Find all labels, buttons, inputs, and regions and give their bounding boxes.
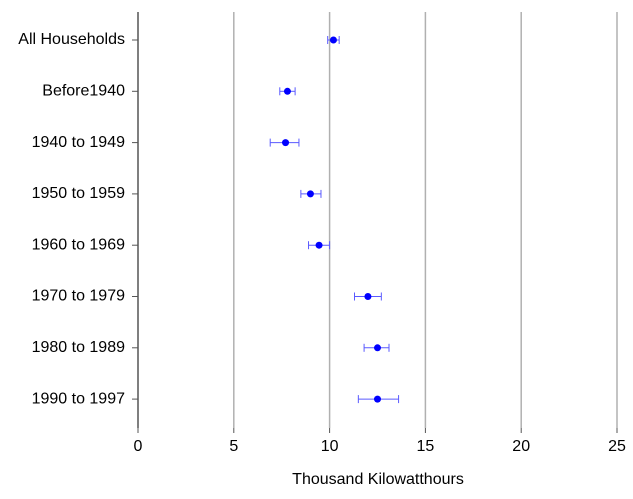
x-tick-label: 20 bbox=[512, 438, 530, 455]
point bbox=[282, 139, 290, 147]
point bbox=[315, 241, 323, 249]
point bbox=[306, 190, 314, 198]
y-tick-label: 1950 to 1959 bbox=[32, 185, 126, 202]
y-tick-label: 1990 to 1997 bbox=[32, 390, 126, 407]
y-tick-label: 1960 to 1969 bbox=[32, 236, 126, 253]
y-tick-label: All Households bbox=[18, 31, 125, 48]
point bbox=[329, 36, 337, 44]
x-tick-label: 15 bbox=[417, 438, 435, 455]
y-tick-label: 1940 to 1949 bbox=[32, 134, 126, 151]
x-tick-label: 5 bbox=[229, 438, 238, 455]
point bbox=[374, 395, 381, 403]
point bbox=[283, 87, 291, 95]
x-axis-label: Thousand Kilowatthours bbox=[292, 471, 464, 488]
point bbox=[374, 344, 381, 352]
y-tick-label: 1970 to 1979 bbox=[32, 288, 126, 305]
y-tick-label: Before1940 bbox=[42, 83, 125, 100]
x-tick-label: 0 bbox=[134, 438, 143, 455]
point bbox=[364, 293, 372, 300]
y-tick-label: 1980 to 1989 bbox=[32, 339, 126, 356]
x-tick-label: 10 bbox=[321, 438, 339, 455]
x-tick-label: 25 bbox=[608, 438, 626, 455]
